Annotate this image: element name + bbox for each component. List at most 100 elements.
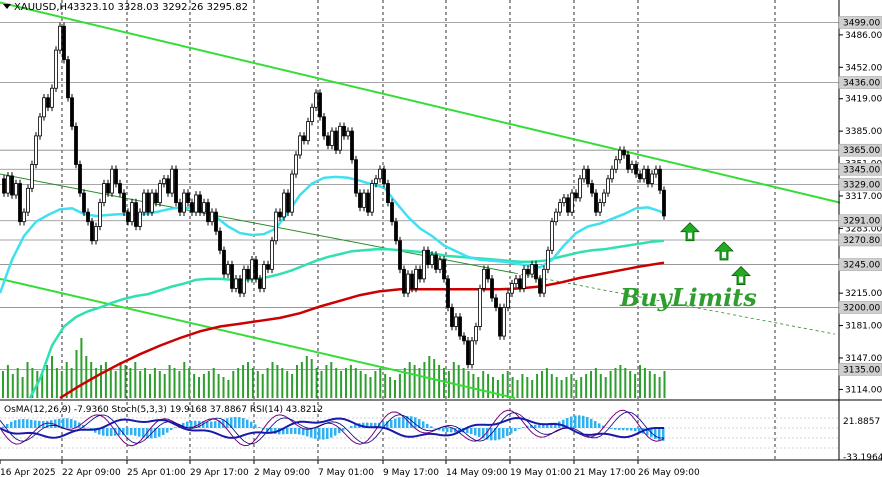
candle-body — [206, 202, 210, 223]
volume-bar — [423, 362, 426, 398]
price-axis[interactable]: 3486.003452.003419.003385.003351.003317.… — [839, 31, 882, 396]
osma-bar — [502, 428, 505, 439]
candle-body — [274, 211, 278, 242]
candle-body — [586, 168, 590, 184]
volume-bar — [207, 371, 210, 398]
osma-bar — [314, 428, 317, 439]
candle-body — [618, 149, 622, 161]
candle-body — [638, 173, 642, 180]
x-tick-label: 2 May 09:00 — [254, 468, 310, 477]
osma-bar — [338, 428, 341, 434]
osma-bar — [542, 424, 545, 428]
osma-bar — [406, 415, 409, 428]
price-badge — [838, 214, 882, 227]
volume-bar — [379, 368, 382, 398]
volume-bar — [139, 371, 142, 398]
candle-body — [550, 221, 554, 251]
candle-body — [134, 202, 138, 227]
osma-bar — [590, 418, 593, 428]
volume-bar — [599, 374, 602, 398]
candle-body — [490, 278, 494, 299]
volume-bar — [242, 365, 245, 398]
candle-body — [390, 202, 394, 223]
volume-bar — [16, 368, 19, 398]
candle-body — [406, 273, 410, 294]
candle-body — [374, 178, 378, 184]
candle-body — [158, 183, 162, 204]
volume-bar — [575, 380, 578, 398]
candle-body — [214, 211, 218, 232]
osma-bar — [118, 428, 121, 436]
grid-lines — [0, 0, 839, 460]
y-tick-label: 3215.00 — [845, 289, 882, 299]
candle-body — [554, 211, 558, 223]
volume-bar — [41, 374, 44, 398]
candle-body — [414, 268, 418, 289]
osma-bar — [422, 421, 425, 428]
candle-body — [222, 249, 226, 275]
osma-bar — [618, 428, 621, 431]
osma-bar — [386, 421, 389, 428]
y-tick-label: 3385.00 — [845, 127, 882, 137]
stoch-signal-line — [0, 411, 665, 445]
y-tick-label: 3486.00 — [845, 31, 882, 41]
osma-bar — [506, 428, 509, 436]
price-series — [2, 22, 666, 369]
candle-body — [122, 192, 126, 213]
volume-bar — [408, 362, 411, 398]
symbol-label: XAUUSD,H4 — [14, 2, 73, 13]
candle-body — [234, 278, 238, 289]
candle-body — [78, 164, 82, 194]
indicator-window[interactable] — [0, 409, 839, 449]
candle-body — [454, 316, 458, 327]
buy-arrows — [680, 222, 751, 285]
volume-bar — [580, 377, 583, 398]
price-badge — [838, 301, 882, 314]
volume-bar — [2, 371, 4, 398]
time-axis[interactable]: 16 Apr 2025 22 Apr 09:00 25 Apr 01:00 29 Ap… — [0, 460, 700, 477]
osma-bar — [302, 428, 305, 436]
osma-bar — [102, 428, 105, 436]
osma-bar — [342, 428, 345, 431]
osma-bar — [530, 425, 533, 428]
osma-bar — [158, 428, 161, 437]
candle-body — [306, 121, 310, 142]
osma-bar — [438, 428, 441, 431]
x-tick-label: 26 May 09:00 — [638, 468, 700, 477]
candle-body — [402, 268, 406, 294]
volume-bar — [531, 380, 534, 398]
candle-body — [146, 192, 150, 213]
candle-body — [182, 192, 186, 213]
volume-bar — [590, 371, 592, 398]
ma-slow-line — [59, 261, 665, 400]
candle-body — [358, 192, 362, 208]
candle-body — [434, 254, 438, 270]
candle-body — [254, 259, 258, 280]
osma-bar — [310, 428, 313, 438]
osma-bar — [562, 419, 565, 428]
osma-bar — [34, 420, 37, 428]
osma-bar — [230, 417, 233, 428]
osma-bar — [646, 428, 649, 436]
osma-bar — [154, 428, 157, 439]
volume-bar — [227, 380, 230, 398]
volume-bar — [472, 374, 475, 398]
ma-mid-line — [28, 239, 665, 399]
symbol-dropdown-icon[interactable] — [3, 4, 11, 9]
osma-bar — [70, 419, 73, 428]
candle-body — [530, 264, 534, 275]
candle-body — [310, 106, 314, 123]
volume-bar — [359, 371, 362, 398]
osma-bar — [534, 424, 537, 428]
osma-bar — [610, 428, 613, 429]
candle-body — [86, 211, 90, 223]
candle-body — [106, 183, 110, 194]
candle-body — [302, 135, 306, 142]
volume-bar — [594, 368, 597, 398]
candle-body — [614, 159, 618, 170]
osma-bar — [594, 421, 597, 428]
volume-bar — [144, 368, 147, 398]
volume-bar — [501, 374, 504, 398]
